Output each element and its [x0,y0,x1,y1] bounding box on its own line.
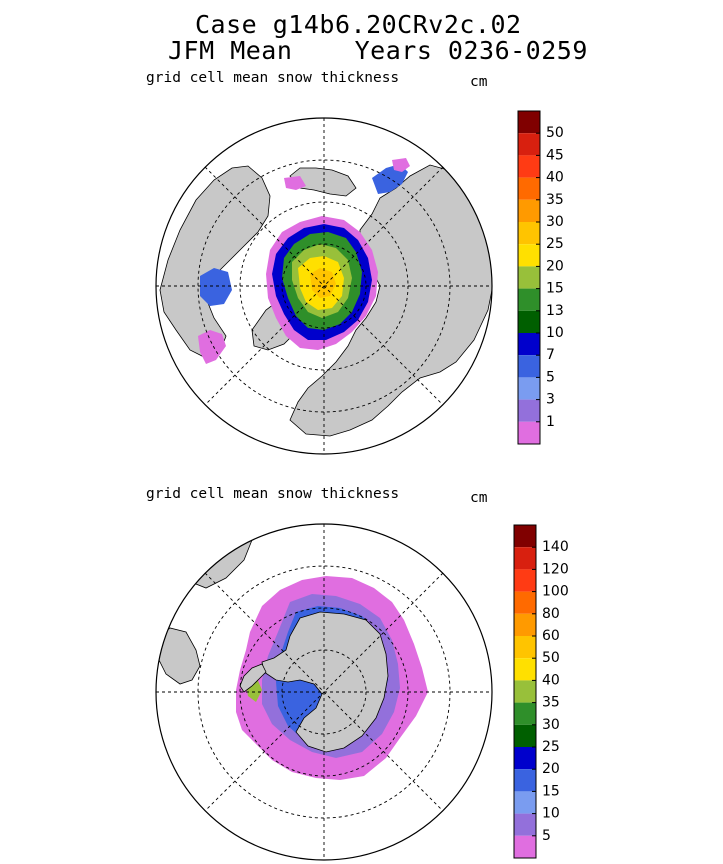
south-units-label: cm [470,490,488,506]
south-colorbar-swatch [514,525,536,548]
north-colorbar-label: 15 [546,281,564,297]
north-colorbar-swatch [518,155,540,178]
north-colorbar-label: 25 [546,236,564,252]
south-map [155,523,493,861]
south-colorbar-swatch [514,547,536,570]
north-snow-okhotsk [372,164,408,194]
south-colorbar-swatch [514,769,536,792]
south-colorbar-label: 20 [542,761,560,777]
north-colorbar-swatch [518,310,540,333]
north-colorbar-swatch [518,333,540,356]
south-colorbar-swatch [514,591,536,614]
south-colorbar-label: 60 [542,628,560,644]
north-colorbar-swatch [518,222,540,245]
south-colorbar-swatch [514,702,536,725]
north-colorbar: 50 45 40 35 30 25 20 15 13 10 7 5 3 1 [517,110,564,445]
north-panel-title: grid cell mean snow thickness [146,70,400,86]
north-colorbar-label: 13 [546,303,564,319]
south-colorbar-label: 25 [542,739,560,755]
north-colorbar-swatch [518,399,540,422]
south-colorbar-swatch [514,613,536,636]
north-colorbar-label: 30 [546,214,564,230]
south-colorbar-swatch [514,658,536,681]
south-colorbar-swatch [514,747,536,770]
south-colorbar-label: 10 [542,806,560,822]
north-colorbar-label: 10 [546,325,564,341]
north-colorbar-swatch [518,377,540,400]
south-colorbar-swatch [514,724,536,747]
south-colorbar-label: 30 [542,717,560,733]
chart-title-line2: JFM Mean Years 0236-0259 [168,36,588,65]
north-colorbar-label: 7 [546,347,555,363]
south-colorbar: 140 120 100 80 60 50 40 35 30 25 20 15 10 5 [513,524,569,859]
south-colorbar-swatch [514,680,536,703]
south-colorbar-label: 5 [542,828,551,844]
north-colorbar-swatch [518,355,540,378]
south-colorbar-border [513,524,537,859]
chart-title-line1: Case g14b6.20CRv2c.02 [195,10,522,39]
south-colorbar-label: 100 [542,584,569,600]
south-colorbar-label: 120 [542,561,569,577]
north-land-america [159,165,271,359]
south-colorbar-label: 140 [542,539,569,555]
south-colorbar-swatch [514,636,536,659]
south-colorbar-label: 35 [542,695,560,711]
south-colorbar-swatch [514,791,536,814]
north-snow-gold [310,268,336,298]
north-colorbar-label: 40 [546,170,564,186]
south-colorbar-label: 40 [542,672,560,688]
south-colorbar-swatch [514,569,536,592]
north-units-label: cm [470,74,488,90]
south-colorbar-label: 15 [542,783,560,799]
north-colorbar-swatch [518,133,540,156]
north-colorbar-label: 1 [546,414,555,430]
north-map [155,117,493,455]
south-colorbar-label: 80 [542,606,560,622]
south-land-peninsula [239,663,267,693]
south-land-south-america [156,627,201,685]
north-land-east-asia [289,167,357,197]
north-colorbar-swatch [518,111,540,134]
north-colorbar-swatch [518,421,540,444]
north-colorbar-swatch [518,177,540,200]
north-snow-hudson [200,268,232,306]
north-colorbar-label: 35 [546,192,564,208]
south-panel-title: grid cell mean snow thickness [146,486,400,502]
south-colorbar-swatch [514,813,536,836]
south-colorbar-swatch [514,835,536,858]
north-colorbar-swatch [518,244,540,267]
north-colorbar-label: 20 [546,258,564,274]
north-colorbar-swatch [518,266,540,289]
north-colorbar-swatch [518,288,540,311]
north-colorbar-label: 50 [546,125,564,141]
north-snow-bering-pink [284,176,306,190]
north-colorbar-label: 45 [546,147,564,163]
south-colorbar-label: 50 [542,650,560,666]
north-snow-hudson-pink [198,330,226,364]
north-colorbar-label: 5 [546,369,555,385]
north-colorbar-border [517,110,541,445]
north-snow-okhotsk-pink [392,158,410,172]
north-colorbar-swatch [518,199,540,222]
north-colorbar-label: 3 [546,392,555,408]
